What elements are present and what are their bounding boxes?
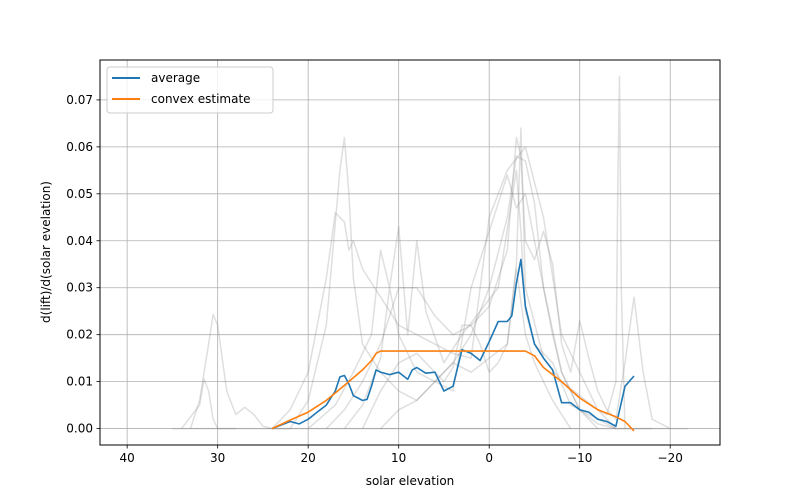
individual-curve-7 [361, 268, 572, 430]
y-tick-label: 0.02 [66, 328, 93, 342]
grid [100, 60, 720, 445]
x-tick-label: 0 [485, 451, 493, 465]
individual-curve-1 [180, 378, 236, 430]
legend-box [106, 66, 274, 114]
y-tick-label: 0.05 [66, 187, 93, 201]
x-tick-label: 10 [391, 451, 406, 465]
y-tick-label: 0.00 [66, 422, 93, 436]
legend-label-average: average [151, 71, 200, 85]
y-tick-label: 0.01 [66, 375, 93, 389]
individual-curve-4 [307, 169, 617, 430]
individual-curve-2 [271, 146, 653, 430]
individual-curve-6 [343, 174, 599, 430]
y-axis-label: d(lift)/d(solar evelation) [39, 181, 53, 323]
individual-curve-5 [325, 136, 671, 430]
x-tick-label: 40 [120, 451, 135, 465]
series-line-convex-estimate [271, 350, 635, 432]
x-tick-label: −10 [567, 451, 592, 465]
plot-frame [99, 59, 721, 446]
x-axis-label: solar elevation [366, 474, 455, 488]
individual-curve-3 [289, 136, 617, 430]
y-axis-ticks: 0.00 0.01 0.02 0.03 0.04 0.05 0.06 0.07 [66, 93, 100, 436]
y-tick-label: 0.04 [66, 234, 93, 248]
series-lines [271, 258, 635, 432]
legend: average convex estimate [106, 66, 274, 114]
x-axis-ticks: 40 30 20 10 0 −10 −20 [120, 445, 683, 465]
y-tick-label: 0.07 [66, 93, 93, 107]
y-tick-label: 0.06 [66, 140, 93, 154]
individual-curve-8 [380, 75, 626, 430]
individual-curve-0 [189, 313, 291, 430]
x-tick-label: 30 [210, 451, 225, 465]
x-tick-label: 20 [301, 451, 316, 465]
x-tick-label: −20 [658, 451, 683, 465]
y-tick-label: 0.03 [66, 281, 93, 295]
series-line-average [271, 258, 635, 430]
legend-label-convex-estimate: convex estimate [151, 92, 251, 106]
individual-curves [172, 75, 689, 430]
